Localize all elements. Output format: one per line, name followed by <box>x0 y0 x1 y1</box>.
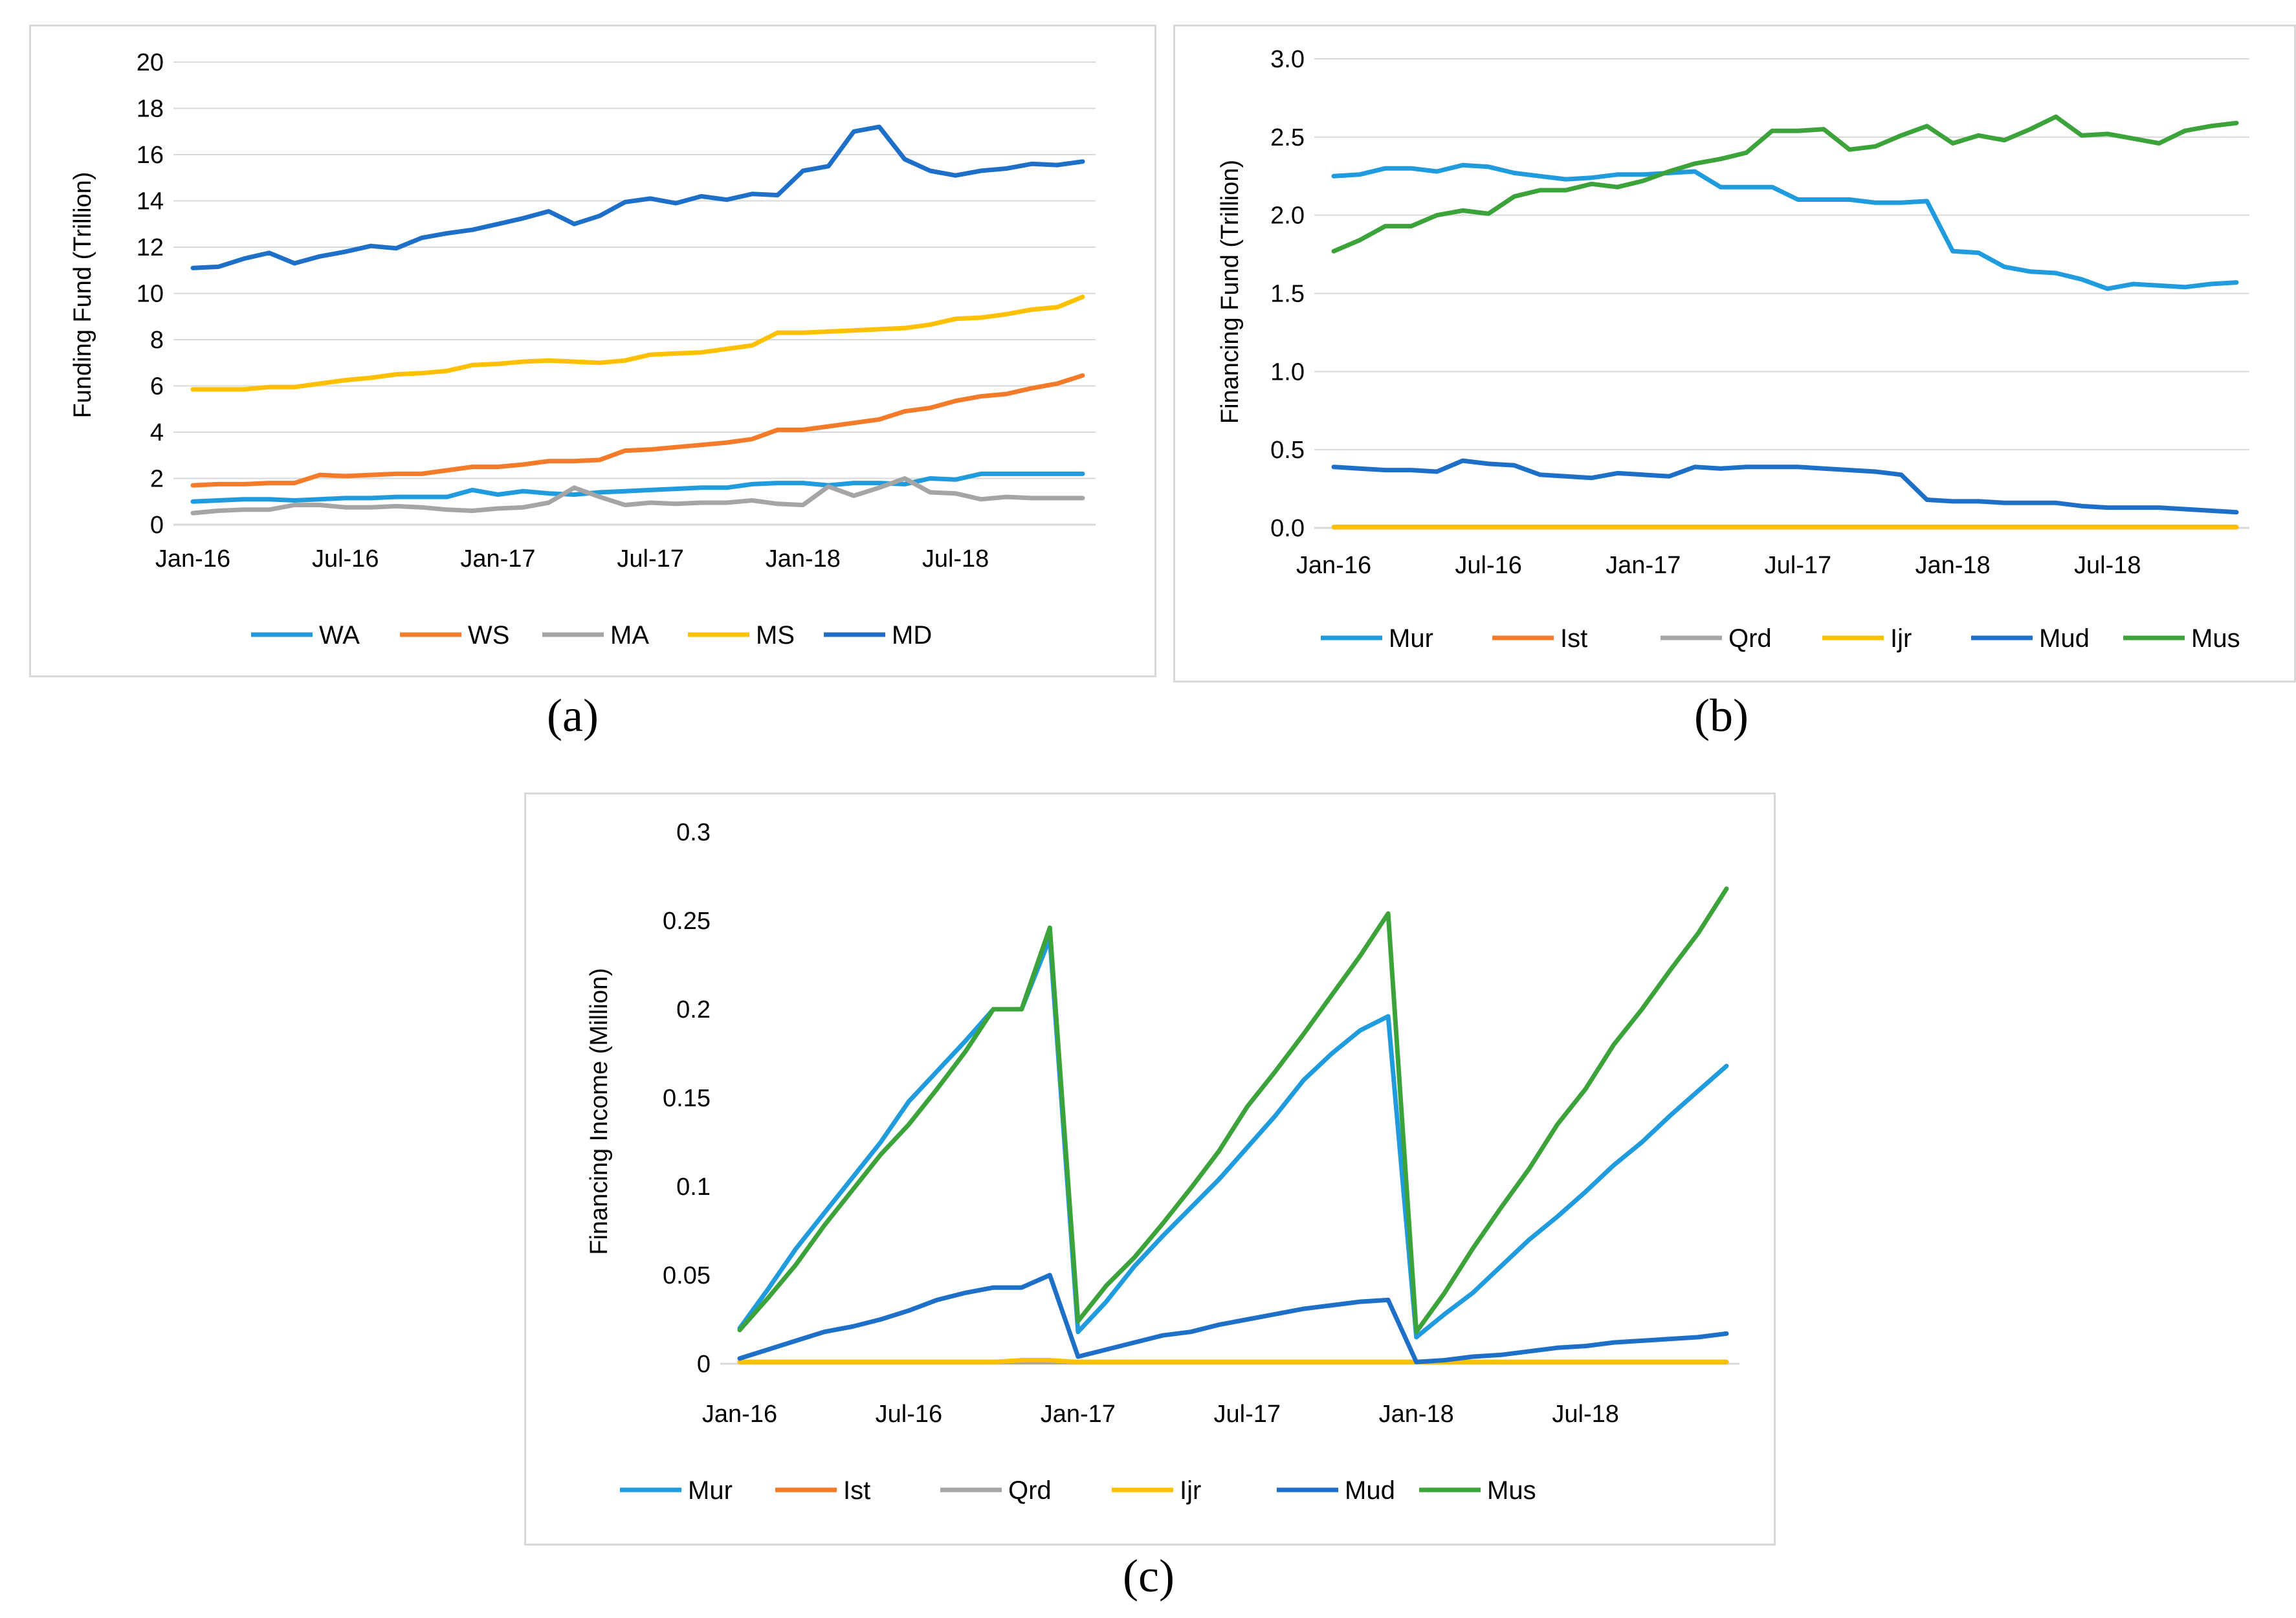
x-tick-label: Jan-16 <box>1296 552 1371 579</box>
caption-c: (c) <box>1123 1550 1175 1602</box>
y-tick-label: 2.5 <box>1270 124 1305 151</box>
legend-label: Qrd <box>1008 1476 1052 1505</box>
series-line-mud <box>737 1273 1729 1364</box>
x-tick-label: Jan-18 <box>1915 552 1990 579</box>
x-tick-label: Jan-17 <box>460 545 535 573</box>
x-tick-label: Jan-16 <box>702 1401 777 1428</box>
legend-label: Ist <box>843 1476 870 1505</box>
y-tick-label: 2.0 <box>1270 202 1305 230</box>
series-line-ms <box>190 294 1085 392</box>
x-tick-label: Jan-16 <box>155 545 230 573</box>
y-tick-label: 0 <box>150 512 164 539</box>
series-line-md <box>190 124 1085 270</box>
legend-label: Ijr <box>1180 1476 1201 1505</box>
caption-a: (a) <box>547 690 599 741</box>
x-tick-label: Jan-18 <box>766 545 841 573</box>
legend-label: MA <box>610 621 649 650</box>
x-tick-label: Jul-17 <box>617 545 684 573</box>
y-tick-label: 0.25 <box>663 908 711 935</box>
y-tick-label: 8 <box>150 327 164 354</box>
series-line-mur <box>737 935 1729 1340</box>
legend-label: Mud <box>2039 624 2090 653</box>
series-line-mud <box>1331 458 2239 515</box>
y-tick-label: 1.0 <box>1270 358 1305 386</box>
x-tick-label: Jul-16 <box>1455 552 1522 579</box>
x-tick-label: Jul-18 <box>2074 552 2141 579</box>
legend-label: WA <box>319 621 360 650</box>
x-tick-label: Jul-17 <box>1214 1401 1281 1428</box>
series-line-wa <box>190 471 1085 504</box>
y-tick-label: 10 <box>137 281 164 308</box>
legend-label: Ijr <box>1890 624 1912 653</box>
panel-b: 0.0 0.5 1.0 1.5 2.0 2.5 3.0 Jan-16 Jul-16 Jan-17 J… <box>1173 25 2296 683</box>
legend-label: Mud <box>1345 1476 1395 1505</box>
legend-label: MD <box>892 621 932 650</box>
series-line-ma <box>190 476 1085 516</box>
legend-label: Ist <box>1560 624 1587 653</box>
legend-label: Mur <box>1389 624 1433 653</box>
series-line-mur <box>1331 162 2239 291</box>
y-axis-label: Funding Fund (Trillion) <box>69 172 96 419</box>
x-tick-label: Jul-16 <box>312 545 379 573</box>
x-tick-label: Jan-17 <box>1041 1401 1116 1428</box>
legend-label: Mus <box>2191 624 2240 653</box>
y-tick-label: 0.5 <box>1270 437 1305 464</box>
y-tick-label: 3.0 <box>1270 46 1305 73</box>
x-tick-label: Jan-17 <box>1606 552 1681 579</box>
y-tick-label: 2 <box>150 466 164 493</box>
legend-label: Mus <box>1487 1476 1536 1505</box>
y-tick-label: 18 <box>137 96 164 123</box>
chart-c: 0 0.05 0.1 0.15 0.2 0.25 0.3 Jan-16 Jul-16 Jan-17… <box>586 819 1739 1505</box>
y-tick-label: 0.05 <box>663 1262 711 1289</box>
chart-b: 0.0 0.5 1.0 1.5 2.0 2.5 3.0 Jan-16 Jul-16 Jan-17 J… <box>1217 46 2249 653</box>
y-tick-label: 0.1 <box>676 1174 711 1201</box>
series-line-mus <box>1331 114 2239 254</box>
y-tick-label: 16 <box>137 142 164 169</box>
y-axis-label: Financing Income (Million) <box>586 968 613 1255</box>
chart-a: 0 2 4 6 8 10 12 14 16 18 20 Jan-16 Jul-16 Jan-17 Jul-1… <box>69 49 1096 650</box>
y-tick-label: 0.2 <box>676 996 711 1023</box>
series-line-mus <box>737 886 1729 1335</box>
y-tick-label: 0 <box>697 1351 711 1378</box>
legend-label: MS <box>756 621 795 650</box>
x-tick-label: Jul-17 <box>1765 552 1832 579</box>
caption-b: (b) <box>1694 690 1749 741</box>
y-axis-label: Financing Fund (Trillion) <box>1217 160 1244 424</box>
y-tick-label: 1.5 <box>1270 281 1305 308</box>
legend-label: Mur <box>688 1476 733 1505</box>
series-line-ws <box>190 373 1085 488</box>
y-tick-label: 14 <box>137 188 164 215</box>
legend-label: Qrd <box>1728 624 1772 653</box>
x-tick-label: Jul-16 <box>876 1401 943 1428</box>
y-tick-label: 20 <box>137 49 164 76</box>
panel-c: 0 0.05 0.1 0.15 0.2 0.25 0.3 Jan-16 Jul-16 Jan-17… <box>524 793 1776 1546</box>
y-tick-label: 0.3 <box>676 819 711 846</box>
legend-label: WS <box>468 621 509 650</box>
y-tick-label: 12 <box>137 234 164 261</box>
y-tick-label: 0.15 <box>663 1085 711 1112</box>
y-tick-label: 6 <box>150 373 164 400</box>
y-tick-label: 0.0 <box>1270 515 1305 542</box>
x-tick-label: Jul-18 <box>1552 1401 1619 1428</box>
x-tick-label: Jan-18 <box>1379 1401 1454 1428</box>
y-tick-label: 4 <box>150 419 164 446</box>
series-line-ijr <box>737 1358 1729 1364</box>
panel-a: 0 2 4 6 8 10 12 14 16 18 20 Jan-16 Jul-16 Jan-17 Jul-1… <box>29 25 1156 677</box>
x-tick-label: Jul-18 <box>922 545 989 573</box>
